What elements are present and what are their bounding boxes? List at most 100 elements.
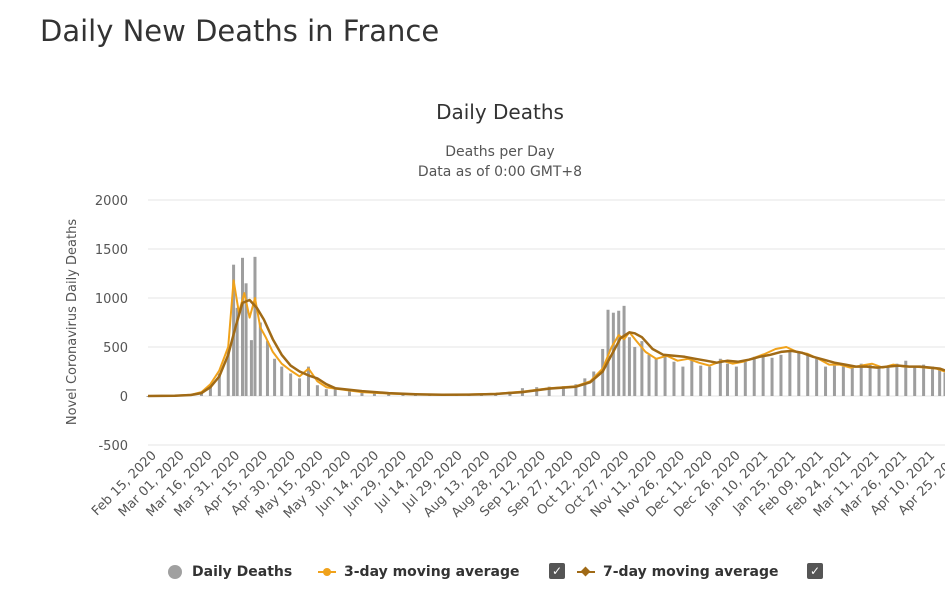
bar bbox=[298, 378, 302, 396]
chart-subtitle-2: Data as of 0:00 GMT+8 bbox=[418, 164, 582, 180]
bar bbox=[718, 358, 722, 396]
bar bbox=[681, 366, 685, 396]
bar bbox=[779, 354, 783, 396]
bar bbox=[208, 385, 212, 396]
bar bbox=[622, 305, 626, 396]
legend-item-3-day-ma[interactable]: 3-day moving average bbox=[318, 560, 520, 584]
bar bbox=[654, 358, 658, 396]
checkbox-7-day-ma[interactable]: ✓ bbox=[807, 563, 823, 579]
bar bbox=[877, 368, 881, 396]
gray-dot-icon bbox=[168, 565, 182, 579]
page-title: Daily New Deaths in France bbox=[40, 14, 440, 48]
bar bbox=[547, 386, 551, 396]
brown-line-icon bbox=[577, 565, 595, 579]
bar bbox=[841, 366, 845, 396]
orange-line-icon bbox=[318, 565, 336, 579]
bar bbox=[824, 366, 828, 396]
legend-item-7-day-ma[interactable]: 7-day moving average bbox=[577, 560, 779, 584]
bar bbox=[273, 358, 277, 396]
bar bbox=[627, 337, 631, 396]
bar bbox=[895, 363, 899, 396]
y-axis-label: Novel Coronavirus Daily Deaths bbox=[65, 219, 80, 425]
bar bbox=[931, 366, 935, 396]
bar bbox=[253, 256, 257, 396]
legend-label: 3-day moving average bbox=[344, 564, 520, 580]
bar bbox=[611, 312, 615, 396]
bar bbox=[617, 310, 621, 396]
bar bbox=[387, 393, 391, 396]
bar bbox=[265, 341, 269, 396]
bar bbox=[797, 352, 801, 396]
bar bbox=[235, 307, 239, 396]
bar bbox=[360, 392, 364, 396]
legend-label: 7-day moving average bbox=[603, 564, 779, 580]
bar bbox=[699, 365, 703, 396]
bar bbox=[770, 357, 774, 396]
bar bbox=[806, 354, 810, 396]
bar bbox=[708, 366, 712, 396]
bar bbox=[859, 363, 863, 396]
bar bbox=[690, 358, 694, 396]
bar bbox=[347, 391, 351, 396]
bar bbox=[868, 363, 872, 396]
daily-deaths-chart: Daily Deaths Deaths per Day Data as of 0… bbox=[65, 100, 945, 522]
legend-item-daily-deaths[interactable]: Daily Deaths bbox=[168, 560, 292, 584]
bar bbox=[306, 366, 310, 396]
bar bbox=[226, 348, 230, 396]
bar bbox=[574, 384, 578, 396]
bar bbox=[815, 358, 819, 396]
bar bbox=[324, 389, 328, 396]
bar bbox=[333, 388, 337, 396]
bar bbox=[583, 378, 587, 396]
bar bbox=[904, 360, 908, 396]
bar bbox=[372, 393, 376, 396]
bar bbox=[280, 366, 284, 396]
bar bbox=[913, 366, 917, 396]
checkbox-3-day-ma[interactable]: ✓ bbox=[549, 563, 565, 579]
bar bbox=[886, 365, 890, 396]
bar bbox=[943, 372, 945, 396]
bar bbox=[788, 350, 792, 396]
y-tick-label: 2000 bbox=[95, 194, 128, 209]
bar bbox=[633, 347, 637, 396]
y-axis-ticks: 2000 1500 1000 500 0 -500 bbox=[95, 194, 128, 454]
bar bbox=[672, 361, 676, 396]
bar bbox=[640, 341, 644, 396]
bar bbox=[535, 387, 539, 396]
bar-series bbox=[146, 256, 945, 397]
bar bbox=[761, 353, 765, 396]
chart-subtitle-1: Deaths per Day bbox=[445, 144, 554, 160]
gridlines bbox=[148, 199, 945, 446]
bar bbox=[315, 385, 319, 396]
legend: Daily Deaths 3-day moving average ✓ 7-da… bbox=[0, 560, 945, 586]
legend-label: Daily Deaths bbox=[192, 564, 293, 580]
bar bbox=[217, 373, 221, 396]
ma7-line bbox=[147, 298, 945, 398]
bar bbox=[743, 361, 747, 396]
bar bbox=[249, 340, 253, 396]
bar bbox=[199, 393, 203, 396]
bar bbox=[938, 368, 942, 396]
bar bbox=[850, 367, 854, 396]
bar bbox=[922, 364, 926, 396]
bar bbox=[146, 396, 150, 397]
bar bbox=[592, 371, 596, 396]
bar bbox=[244, 283, 248, 396]
bar bbox=[734, 366, 738, 396]
chart-title: Daily Deaths bbox=[436, 100, 564, 124]
y-tick-label: 500 bbox=[103, 341, 128, 356]
bar bbox=[258, 322, 262, 396]
bar bbox=[561, 386, 565, 396]
bar bbox=[752, 356, 756, 396]
y-tick-label: -500 bbox=[98, 439, 128, 454]
bar bbox=[289, 373, 293, 396]
bar bbox=[240, 257, 244, 396]
ma3-series bbox=[147, 279, 945, 397]
y-tick-label: 0 bbox=[120, 390, 128, 405]
y-tick-label: 1000 bbox=[95, 292, 128, 307]
bar bbox=[606, 309, 610, 396]
bar bbox=[663, 356, 667, 396]
ma3-line bbox=[147, 279, 945, 397]
y-tick-label: 1500 bbox=[95, 243, 128, 258]
